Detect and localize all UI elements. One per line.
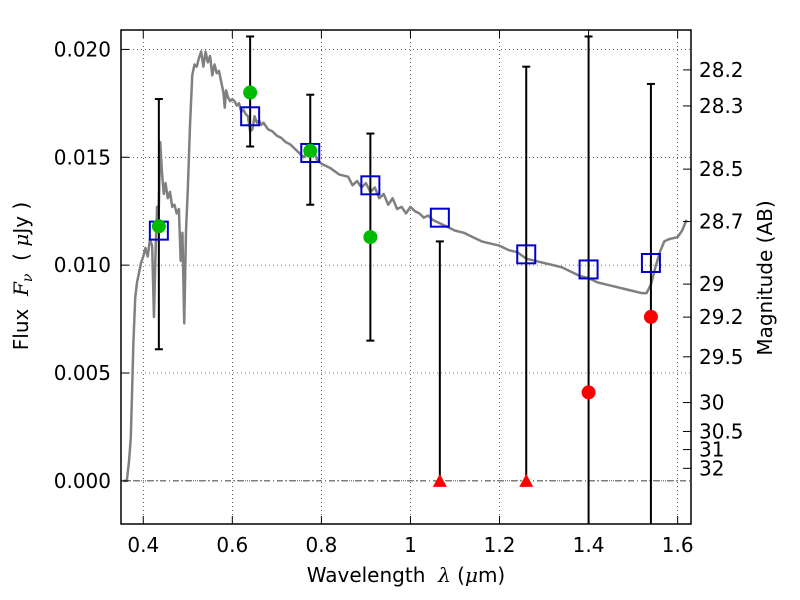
y-tick-label: 0.005 [54, 361, 111, 385]
model-flux-square [429, 207, 450, 228]
y-tick-label: 0.015 [54, 145, 111, 169]
upper-limit-point [519, 473, 534, 487]
observed-flux-point [581, 385, 596, 400]
model-spectrum [123, 50, 688, 483]
model-flux-square [360, 175, 381, 196]
y2-tick-label: 29.2 [699, 305, 744, 329]
spectrum-line [123, 50, 688, 483]
model-flux-square [578, 259, 599, 280]
model-flux-square [240, 106, 261, 127]
observed-flux-point [643, 309, 658, 324]
x-tick-label: 1.6 [662, 533, 694, 557]
y2-tick-label: 30.5 [699, 419, 744, 443]
x-axis-label: Wavelength λ (μm) [307, 563, 506, 587]
y-tick-label: 0.010 [54, 253, 111, 277]
y2-axis-label: Magnitude (AB) [753, 200, 777, 355]
x-tick-label: 1.2 [484, 533, 516, 557]
y2-tick-label: 32 [699, 456, 724, 480]
y2-tick-label: 28.7 [699, 210, 744, 234]
model-flux-square [640, 252, 661, 273]
y-axis-ticks: 0.000 0.005 0.010 0.015 0.020 [54, 37, 129, 493]
y2-tick-label: 30 [699, 391, 724, 415]
y-axis-label: Flux Fν ( μJy ) [9, 202, 36, 350]
y-tick-label: 0.000 [54, 469, 111, 493]
observed-flux-point [243, 85, 258, 100]
data-markers [148, 85, 661, 487]
error-bars [154, 35, 655, 524]
observed-flux-point [151, 219, 166, 234]
y2-tick-label: 28.2 [699, 58, 744, 82]
x-tick-label: 1 [404, 533, 417, 557]
plot-frame [120, 29, 692, 525]
x-axis-ticks: 0.4 0.6 0.8 1 1.2 1.4 1.6 [127, 30, 694, 557]
model-flux-square [516, 244, 537, 265]
y-tick-label: 0.020 [54, 37, 111, 61]
observed-flux-point [363, 230, 378, 245]
x-tick-label: 0.4 [127, 533, 159, 557]
x-tick-label: 0.8 [305, 533, 337, 557]
observed-flux-point [303, 143, 318, 158]
y2-tick-label: 29 [699, 272, 724, 296]
x-tick-label: 1.4 [573, 533, 605, 557]
y2-tick-label: 31 [699, 438, 724, 462]
x-tick-label: 0.6 [216, 533, 248, 557]
y2-tick-label: 28.3 [699, 94, 744, 118]
upper-limit-point [432, 473, 447, 487]
grid-lines [121, 30, 691, 524]
y2-tick-label: 29.5 [699, 345, 744, 369]
y2-tick-label: 28.5 [699, 157, 744, 181]
